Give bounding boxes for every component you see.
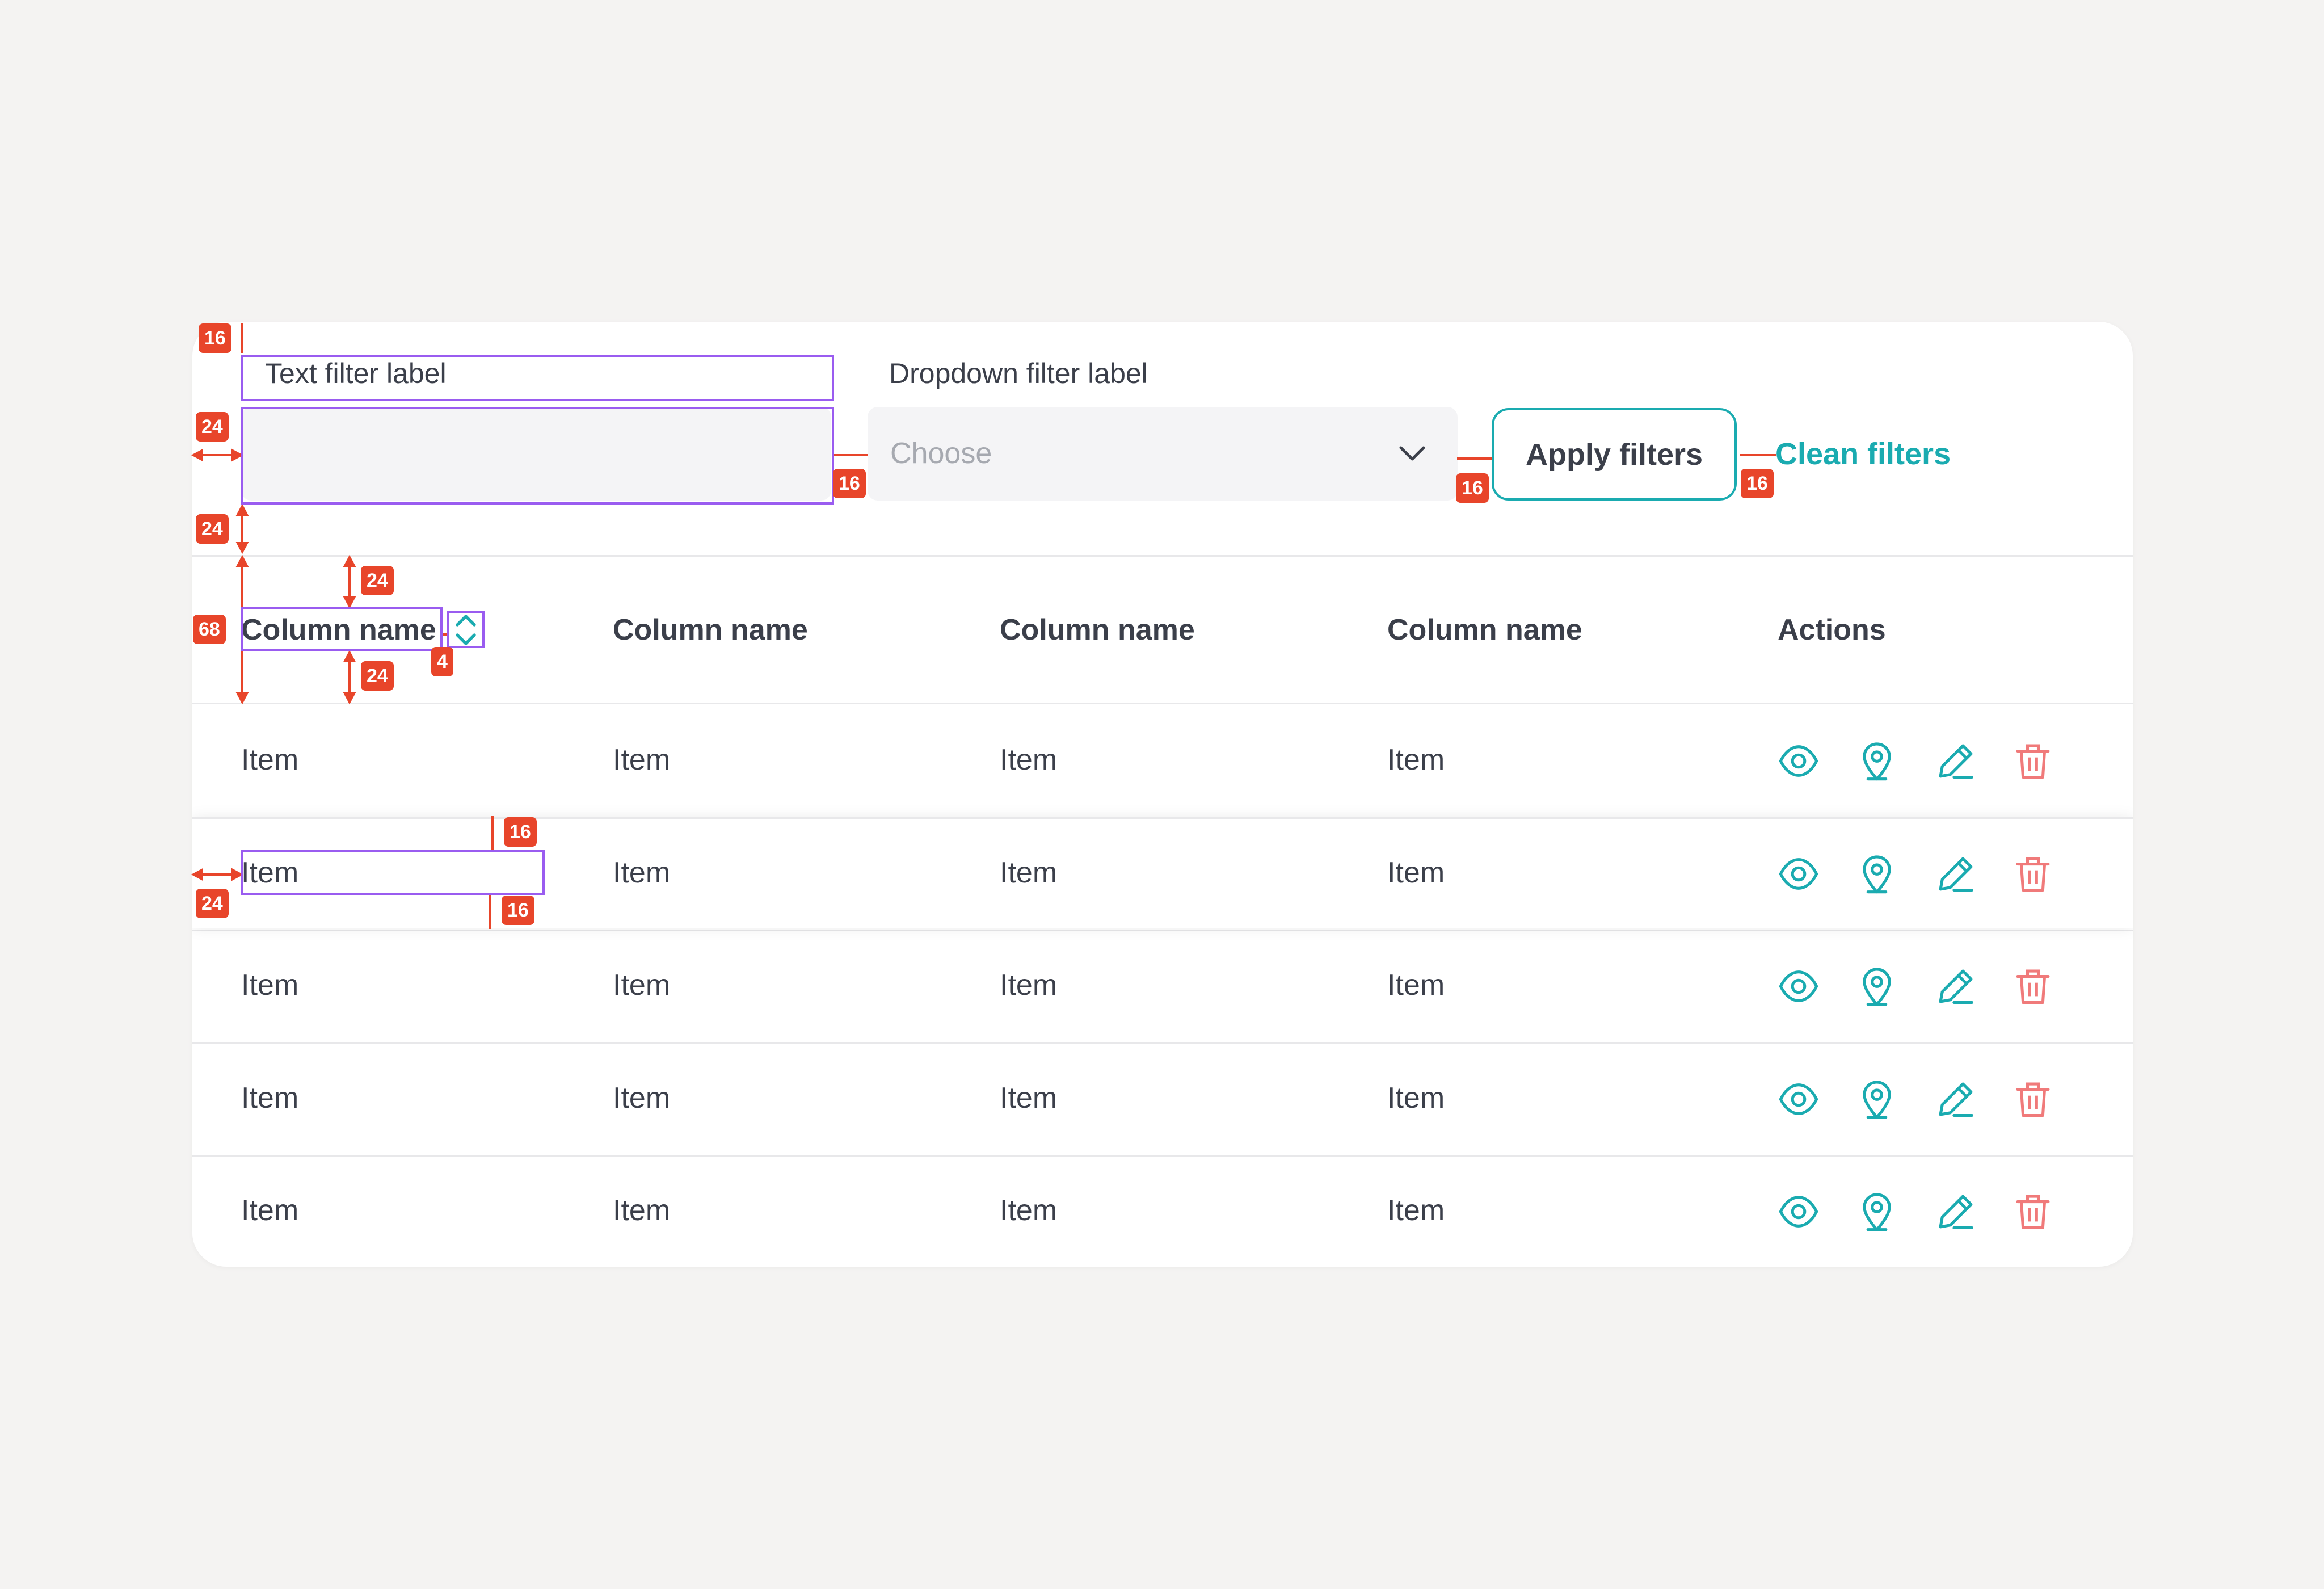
row-divider [192, 1155, 2133, 1157]
table-cell: Item [1000, 1194, 1058, 1227]
row-divider [192, 1042, 2133, 1044]
table-cell: Item [1000, 856, 1058, 889]
eye-icon[interactable] [1777, 1190, 1820, 1233]
map-pin-icon[interactable] [1855, 739, 1898, 783]
eye-icon[interactable] [1777, 1078, 1820, 1121]
table-cell: Item [613, 856, 671, 889]
text-filter-input[interactable] [241, 407, 831, 501]
table-cell: Item [1387, 1194, 1445, 1227]
trash-icon[interactable] [2011, 739, 2054, 783]
map-pin-icon[interactable] [1855, 965, 1898, 1008]
column-header-4[interactable]: Column name [1387, 613, 1582, 646]
sort-icon[interactable] [451, 611, 481, 649]
table-cell: Item [1387, 969, 1445, 1002]
table-cell: Item [1000, 1081, 1058, 1115]
pencil-icon[interactable] [1934, 1078, 1977, 1121]
table-cell: Item [241, 1081, 299, 1115]
column-header-2[interactable]: Column name [613, 613, 808, 646]
map-pin-icon[interactable] [1855, 852, 1898, 896]
header-bottom-divider [192, 703, 2133, 704]
map-pin-icon[interactable] [1855, 1190, 1898, 1233]
table-cell: Item [241, 969, 299, 1002]
trash-icon[interactable] [2011, 1078, 2054, 1121]
pencil-icon[interactable] [1934, 852, 1977, 896]
eye-icon[interactable] [1777, 739, 1820, 783]
text-filter-label: Text filter label [265, 358, 447, 389]
trash-icon[interactable] [2011, 965, 2054, 1008]
table-cell: Item [1387, 743, 1445, 776]
dropdown-placeholder: Choose [890, 437, 992, 470]
eye-icon[interactable] [1777, 852, 1820, 896]
table-card: Text filter label Dropdown filter label … [192, 322, 2133, 1267]
table-row[interactable]: Item Item Item Item [192, 1042, 2133, 1154]
column-header-1[interactable]: Column name [241, 613, 436, 646]
map-pin-icon[interactable] [1855, 1078, 1898, 1121]
trash-icon[interactable] [2011, 852, 2054, 896]
pencil-icon[interactable] [1934, 739, 1977, 783]
chevron-down-icon [1399, 446, 1425, 461]
pencil-icon[interactable] [1934, 965, 1977, 1008]
dropdown-filter-label: Dropdown filter label [889, 358, 1148, 389]
column-header-actions: Actions [1778, 613, 1886, 646]
table-cell: Item [241, 743, 299, 776]
table-cell: Item [1387, 1081, 1445, 1115]
table-cell: Item [241, 1194, 299, 1227]
table-cell: Item [613, 743, 671, 776]
table-row[interactable]: Item Item Item Item [192, 817, 2133, 928]
header-top-divider [192, 555, 2133, 557]
trash-icon[interactable] [2011, 1190, 2054, 1233]
row-divider [192, 817, 2133, 819]
eye-icon[interactable] [1777, 965, 1820, 1008]
table-row[interactable]: Item Item Item Item [192, 930, 2133, 1041]
column-header-3[interactable]: Column name [1000, 613, 1195, 646]
table-cell: Item [1000, 743, 1058, 776]
pencil-icon[interactable] [1934, 1190, 1977, 1233]
dropdown-filter-select[interactable]: Choose [868, 407, 1458, 501]
clean-filters-link[interactable]: Clean filters [1775, 437, 1951, 471]
table-row[interactable]: Item Item Item Item [192, 1155, 2133, 1266]
table-cell: Item [613, 1194, 671, 1227]
table-cell: Item [1000, 969, 1058, 1002]
table-cell: Item [241, 856, 299, 889]
table-cell: Item [613, 969, 671, 1002]
row-divider [192, 930, 2133, 931]
table-row[interactable]: Item Item Item Item [192, 704, 2133, 815]
table-cell: Item [1387, 856, 1445, 889]
apply-filters-button[interactable]: Apply filters [1492, 408, 1737, 501]
table-cell: Item [613, 1081, 671, 1115]
